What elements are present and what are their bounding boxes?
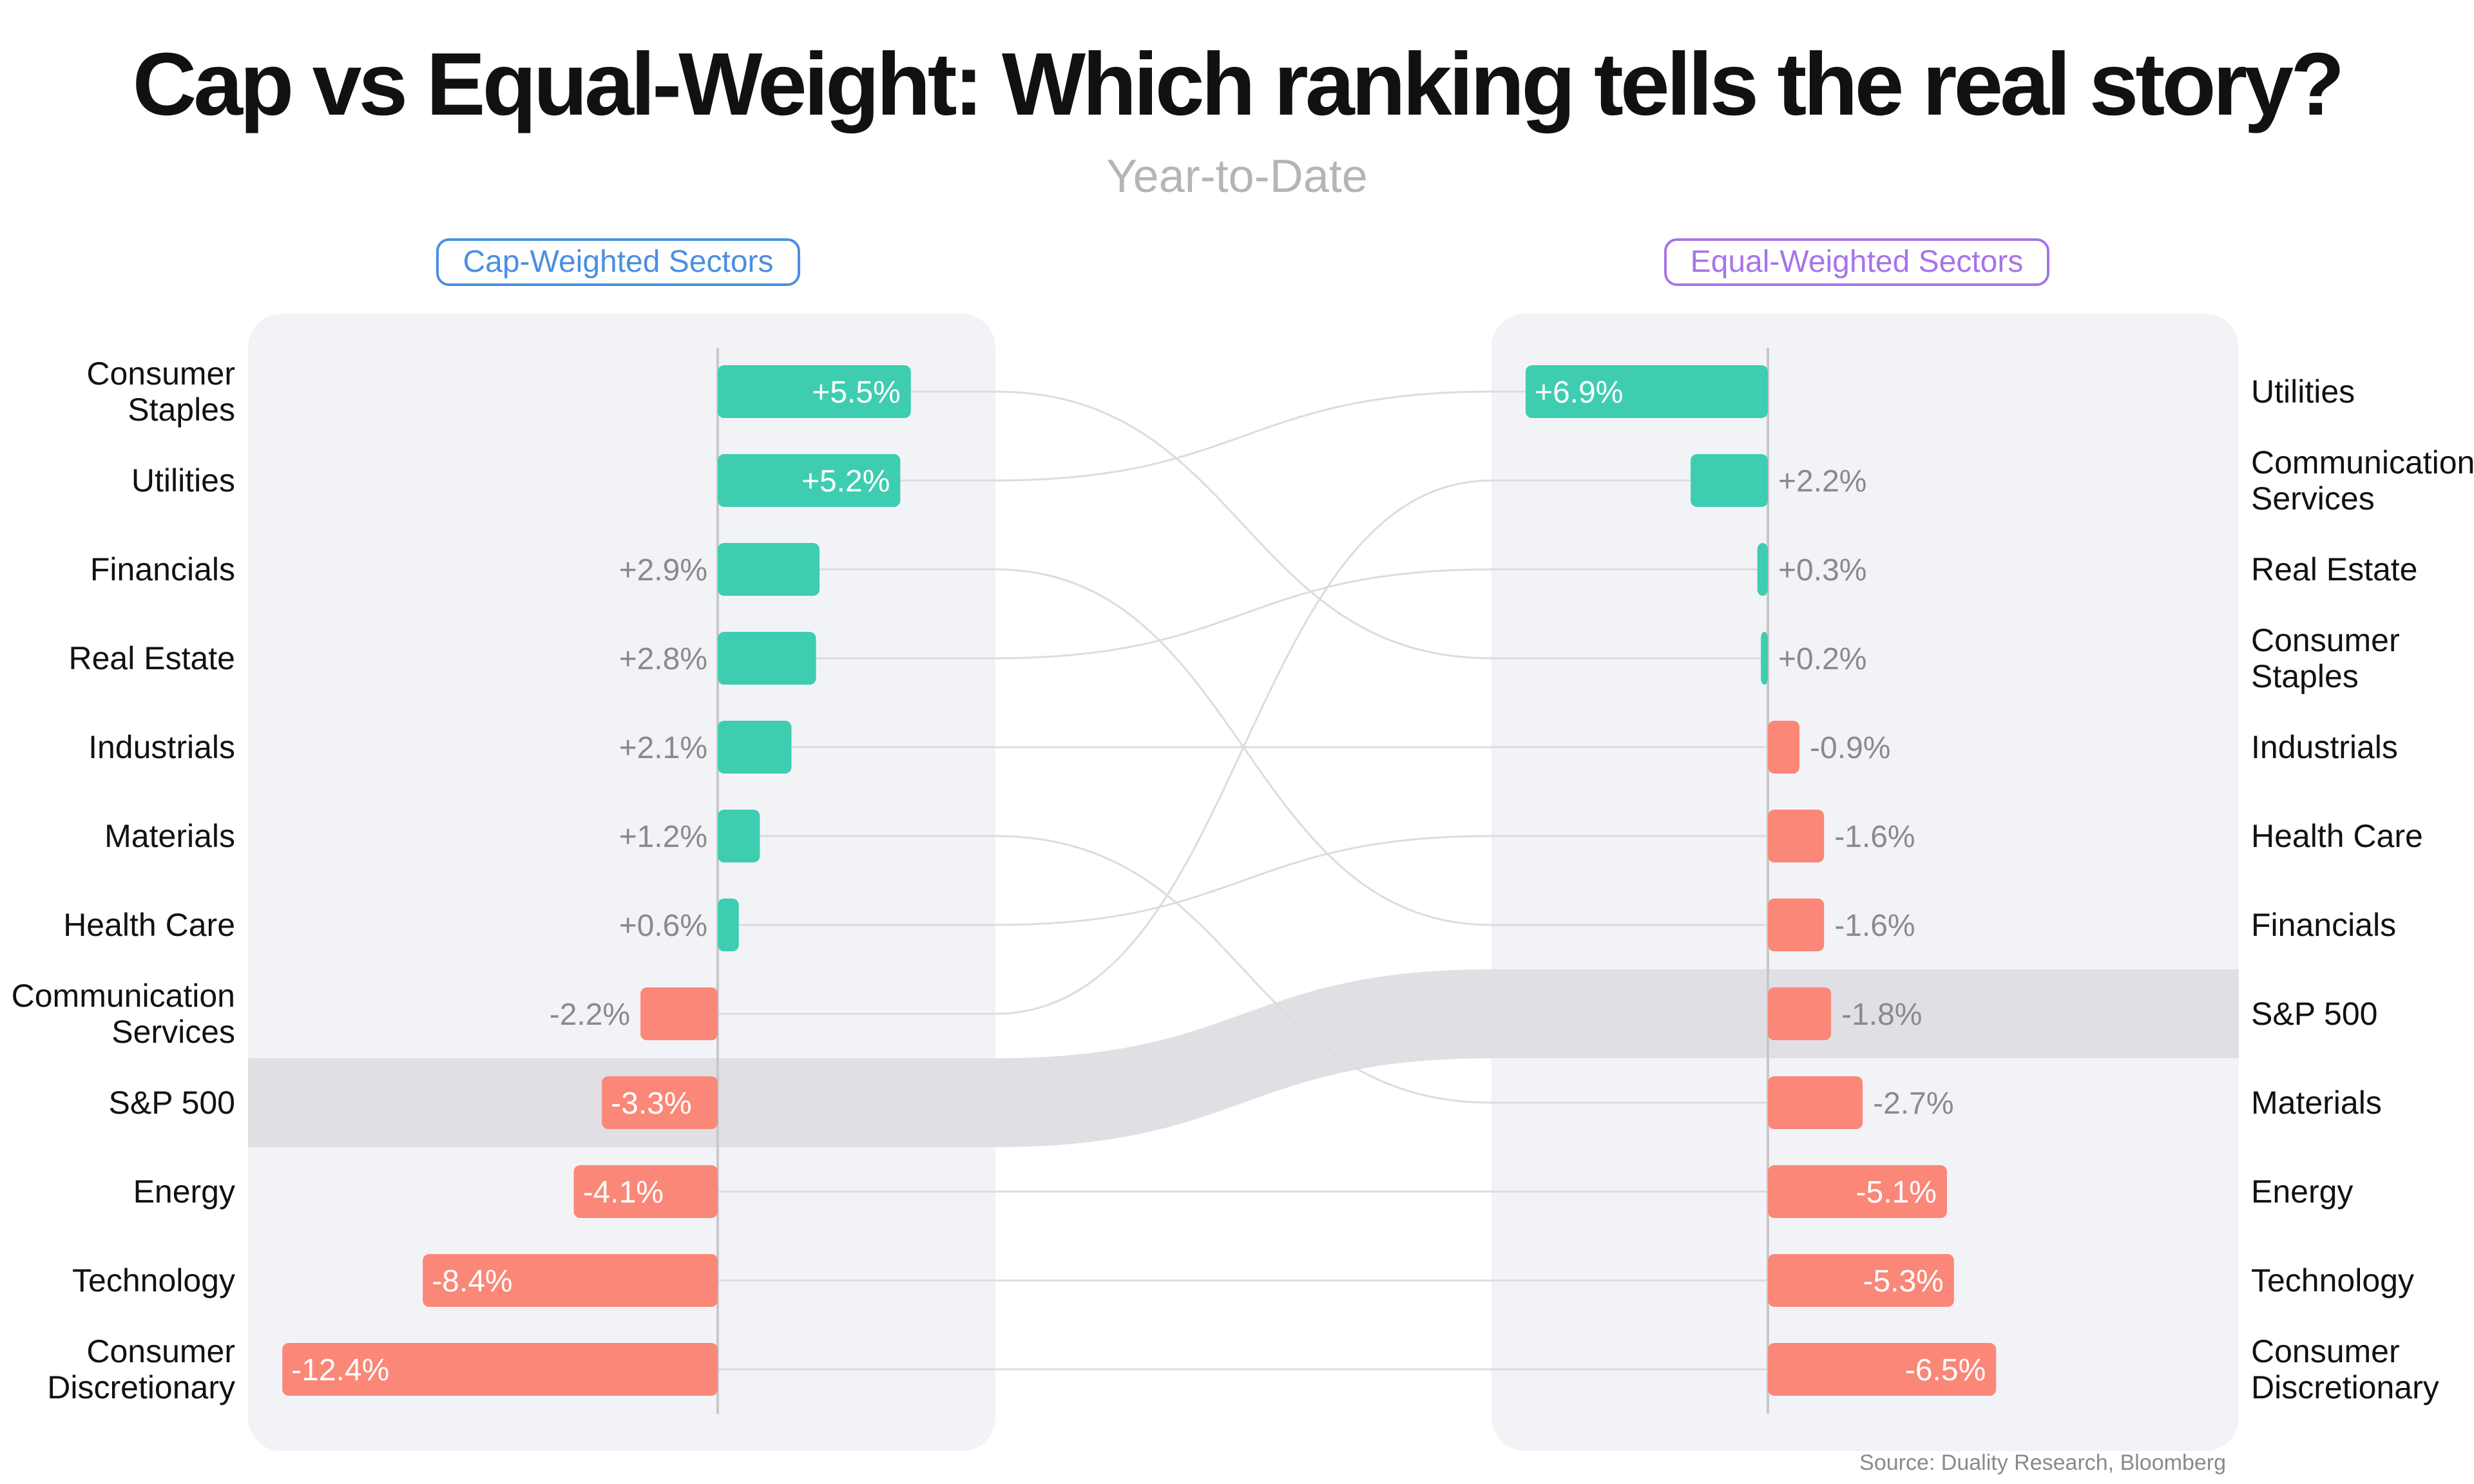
cap-value-label-financials: +2.9% — [619, 553, 707, 587]
equal-category-communication-services: Communication Services — [2251, 444, 2474, 517]
connector-consumer-staples — [910, 390, 1761, 660]
cap-weighted-panel — [248, 314, 995, 1451]
cap-category-industrials: Industrials — [88, 729, 235, 765]
connector-communication-services — [718, 479, 1691, 1015]
connector-materials — [760, 835, 1768, 1104]
cap-category-energy: Energy — [133, 1174, 235, 1210]
equal-value-label-communication-services: +2.2% — [1778, 464, 1866, 499]
equal-bar-energy — [1768, 1165, 1947, 1218]
equal-bar-sandp-500 — [1768, 987, 1832, 1040]
equal-bar-health-care — [1768, 810, 1825, 862]
cap-category-financials: Financials — [90, 551, 235, 587]
equal-category-energy: Energy — [2251, 1174, 2353, 1210]
sp500-highlight-ribbon — [248, 969, 2239, 1147]
cap-value-label-materials: +1.2% — [619, 820, 707, 854]
cap-category-sandp-500: S&P 500 — [109, 1085, 235, 1121]
cap-weighted-header: Cap-Weighted Sectors — [436, 238, 800, 286]
cap-value-label-technology: -8.4% — [432, 1264, 512, 1298]
cap-bar-energy — [573, 1165, 718, 1218]
cap-category-materials: Materials — [104, 818, 235, 854]
equal-category-financials: Financials — [2251, 907, 2396, 943]
equal-weighted-panel — [1491, 314, 2239, 1451]
equal-category-real-estate: Real Estate — [2251, 551, 2417, 587]
chart-title: Cap vs Equal-Weight: Which ranking tells… — [132, 35, 2345, 134]
equal-category-sandp-500: S&P 500 — [2251, 996, 2377, 1032]
equal-category-utilities: Utilities — [2251, 374, 2355, 410]
cap-value-label-communication-services: -2.2% — [550, 998, 630, 1032]
equal-value-label-consumer-discretionary: -6.5% — [1905, 1353, 1986, 1387]
equal-value-label-consumer-staples: +0.2% — [1778, 642, 1866, 676]
cap-category-real-estate: Real Estate — [69, 640, 235, 676]
cap-bar-technology — [423, 1254, 718, 1307]
cap-value-label-energy: -4.1% — [583, 1175, 664, 1210]
chart-subtitle: Year-to-Date — [1106, 151, 1368, 202]
cap-bar-industrials — [718, 721, 792, 774]
equal-weighted-header: Equal-Weighted Sectors — [1664, 238, 2049, 286]
cap-value-label-consumer-staples: +5.5% — [812, 376, 900, 410]
cap-bar-materials — [718, 810, 760, 862]
cap-category-technology: Technology — [72, 1262, 235, 1298]
cap-bar-consumer-staples — [718, 365, 911, 418]
equal-value-label-health-care: -1.6% — [1834, 820, 1915, 854]
cap-value-label-industrials: +2.1% — [619, 731, 707, 765]
equal-bar-technology — [1768, 1254, 1954, 1307]
cap-bar-consumer-discretionary — [282, 1343, 718, 1396]
equal-category-industrials: Industrials — [2251, 729, 2398, 765]
connector-health-care — [738, 835, 1768, 926]
cap-category-consumer-discretionary: Consumer Discretionary — [47, 1333, 235, 1405]
equal-value-label-energy: -5.1% — [1856, 1175, 1937, 1210]
cap-category-consumer-staples: Consumer Staples — [86, 356, 235, 428]
equal-value-label-materials: -2.7% — [1873, 1087, 1953, 1121]
cap-bar-communication-services — [640, 987, 718, 1040]
cap-bar-health-care — [718, 899, 739, 951]
equal-bar-industrials — [1768, 721, 1800, 774]
cap-bar-financials — [718, 543, 820, 596]
source-note: Source: Duality Research, Bloomberg — [1859, 1451, 2226, 1475]
cap-category-utilities: Utilities — [131, 462, 235, 499]
equal-value-label-sandp-500: -1.8% — [1841, 998, 1922, 1032]
connector-real-estate — [816, 568, 1758, 660]
equal-category-technology: Technology — [2251, 1262, 2414, 1298]
equal-bar-communication-services — [1691, 454, 1768, 507]
equal-value-label-financials: -1.6% — [1834, 909, 1915, 943]
equal-category-health-care: Health Care — [2251, 818, 2423, 854]
equal-bar-financials — [1768, 899, 1825, 951]
equal-bar-consumer-staples — [1761, 632, 1768, 685]
cap-category-health-care: Health Care — [63, 907, 235, 943]
connector-utilities — [900, 390, 1526, 482]
equal-value-label-industrials: -0.9% — [1810, 731, 1890, 765]
equal-value-label-utilities: +6.9% — [1535, 376, 1623, 410]
equal-category-materials: Materials — [2251, 1085, 2382, 1121]
cap-value-label-sandp-500: -3.3% — [611, 1087, 691, 1121]
cap-value-label-utilities: +5.2% — [801, 464, 890, 499]
equal-bar-consumer-discretionary — [1768, 1343, 1997, 1396]
equal-bar-utilities — [1525, 365, 1768, 418]
equal-value-label-real-estate: +0.3% — [1778, 553, 1866, 587]
equal-value-label-technology: -5.3% — [1863, 1264, 1943, 1298]
equal-bar-materials — [1768, 1076, 1863, 1129]
equal-category-consumer-discretionary: Consumer Discretionary — [2251, 1333, 2439, 1405]
cap-value-label-consumer-discretionary: -12.4% — [291, 1353, 389, 1387]
cap-value-label-health-care: +0.6% — [619, 909, 707, 943]
cap-bar-real-estate — [718, 632, 816, 685]
cap-value-label-real-estate: +2.8% — [619, 642, 707, 676]
equal-bar-real-estate — [1757, 543, 1768, 596]
equal-category-consumer-staples: Consumer Staples — [2251, 622, 2400, 694]
cap-bar-utilities — [718, 454, 901, 507]
cap-category-communication-services: Communication Services — [12, 978, 235, 1050]
cap-bar-sandp-500 — [602, 1076, 718, 1129]
